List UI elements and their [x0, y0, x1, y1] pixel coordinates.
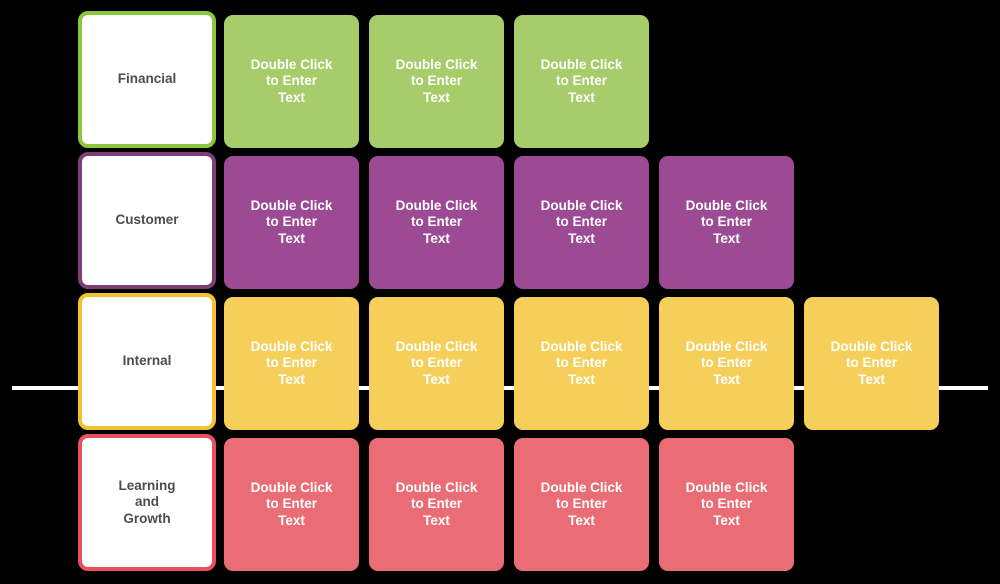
placeholder-text: Double Click to Enter Text: [540, 338, 623, 387]
row-label: Internal: [122, 353, 172, 369]
row-label: Customer: [115, 212, 179, 228]
placeholder-card[interactable]: Double Click to Enter Text: [514, 438, 649, 571]
placeholder-card[interactable]: Double Click to Enter Text: [659, 297, 794, 430]
placeholder-card[interactable]: Double Click to Enter Text: [224, 297, 359, 430]
placeholder-card[interactable]: Double Click to Enter Text: [514, 297, 649, 430]
placeholder-text: Double Click to Enter Text: [540, 479, 623, 528]
placeholder-card[interactable]: Double Click to Enter Text: [659, 156, 794, 289]
placeholder-text: Double Click to Enter Text: [395, 56, 478, 105]
placeholder-text: Double Click to Enter Text: [685, 197, 768, 246]
row-label-card-internal[interactable]: Internal: [78, 293, 216, 430]
placeholder-text: Double Click to Enter Text: [540, 56, 623, 105]
row-label-card-financial[interactable]: Financial: [78, 11, 216, 148]
placeholder-text: Double Click to Enter Text: [395, 197, 478, 246]
placeholder-card[interactable]: Double Click to Enter Text: [369, 156, 504, 289]
placeholder-card[interactable]: Double Click to Enter Text: [659, 438, 794, 571]
placeholder-text: Double Click to Enter Text: [685, 479, 768, 528]
placeholder-card[interactable]: Double Click to Enter Text: [224, 156, 359, 289]
row-label: Learning and Growth: [118, 477, 176, 526]
placeholder-card[interactable]: Double Click to Enter Text: [224, 15, 359, 148]
placeholder-text: Double Click to Enter Text: [250, 197, 333, 246]
row-label: Financial: [117, 71, 177, 87]
row-label-card-learning-and-growth[interactable]: Learning and Growth: [78, 434, 216, 571]
placeholder-card[interactable]: Double Click to Enter Text: [514, 156, 649, 289]
placeholder-text: Double Click to Enter Text: [250, 479, 333, 528]
row-label-card-customer[interactable]: Customer: [78, 152, 216, 289]
placeholder-text: Double Click to Enter Text: [250, 338, 333, 387]
placeholder-card[interactable]: Double Click to Enter Text: [804, 297, 939, 430]
placeholder-text: Double Click to Enter Text: [685, 338, 768, 387]
placeholder-card[interactable]: Double Click to Enter Text: [369, 15, 504, 148]
placeholder-text: Double Click to Enter Text: [540, 197, 623, 246]
placeholder-card[interactable]: Double Click to Enter Text: [369, 438, 504, 571]
placeholder-card[interactable]: Double Click to Enter Text: [224, 438, 359, 571]
placeholder-text: Double Click to Enter Text: [830, 338, 913, 387]
placeholder-text: Double Click to Enter Text: [395, 479, 478, 528]
placeholder-text: Double Click to Enter Text: [250, 56, 333, 105]
placeholder-text: Double Click to Enter Text: [395, 338, 478, 387]
placeholder-card[interactable]: Double Click to Enter Text: [514, 15, 649, 148]
placeholder-card[interactable]: Double Click to Enter Text: [369, 297, 504, 430]
